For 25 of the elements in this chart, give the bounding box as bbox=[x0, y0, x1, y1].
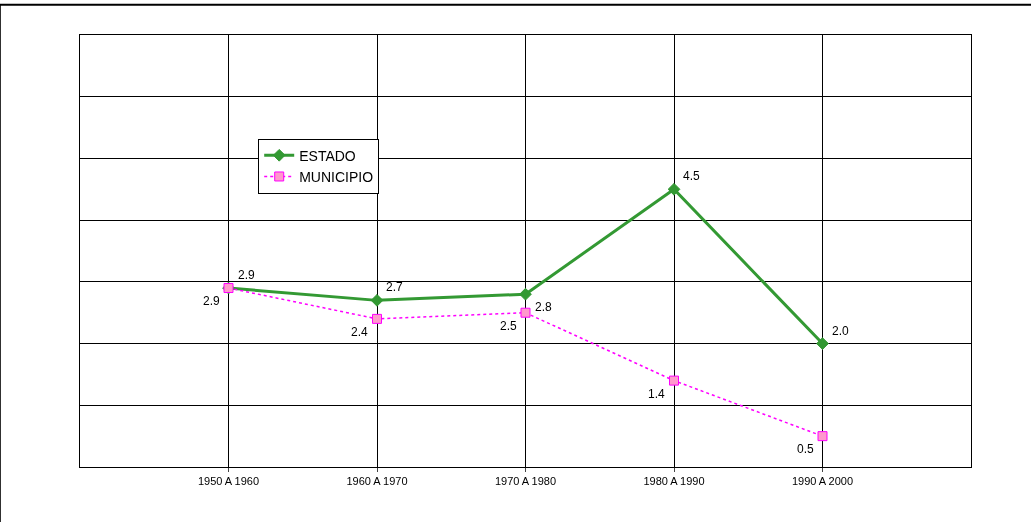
x-tick-label: 1960 A 1970 bbox=[346, 475, 408, 488]
point bbox=[372, 313, 382, 324]
point bbox=[520, 307, 531, 318]
data-label: 2.9 bbox=[238, 268, 256, 282]
data-label: 1.4 bbox=[648, 387, 666, 401]
data-label: 2.4 bbox=[351, 325, 369, 339]
data-label: 2.9 bbox=[203, 294, 221, 308]
point bbox=[669, 375, 679, 386]
data-label: 2.0 bbox=[832, 324, 850, 338]
x-tick-label: 1980 A 1990 bbox=[643, 475, 705, 488]
data-label: 2.7 bbox=[386, 280, 404, 294]
x-tick-label: 1990 A 2000 bbox=[791, 475, 854, 488]
data-label: 2.5 bbox=[500, 319, 518, 333]
data-label: 4.5 bbox=[683, 169, 701, 183]
data-label: 2.8 bbox=[535, 300, 553, 314]
data-label: 0.5 bbox=[797, 442, 815, 456]
legend-label: MUNICIPIO bbox=[299, 168, 374, 185]
x-tick-label: 1950 A 1960 bbox=[197, 475, 260, 488]
point bbox=[667, 182, 681, 196]
x-tick-label: 1970 A 1980 bbox=[494, 475, 557, 488]
point bbox=[816, 337, 829, 350]
legend-label: ESTADO bbox=[299, 147, 356, 164]
point bbox=[519, 287, 532, 301]
point bbox=[817, 431, 828, 442]
point bbox=[370, 294, 384, 307]
